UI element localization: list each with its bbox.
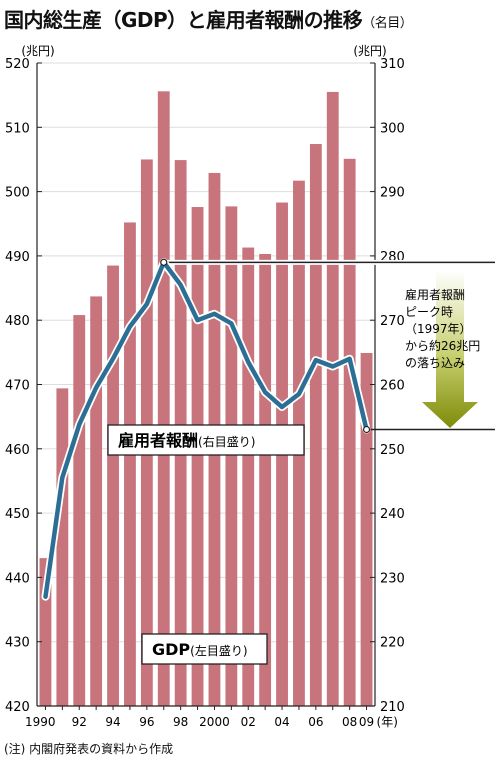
- left-tick-label: 470: [5, 379, 30, 394]
- right-axis-unit: (兆円): [353, 44, 386, 58]
- x-tick-label: 96: [139, 715, 154, 729]
- x-tick-label: 06: [308, 715, 323, 729]
- gdp-bar: [343, 158, 356, 706]
- left-tick-label: 460: [5, 443, 30, 458]
- gdp-series-label: GDP(左目盛り): [152, 640, 248, 659]
- left-tick-label: 510: [5, 121, 30, 136]
- left-tick-label: 500: [5, 186, 30, 201]
- source-note: (注) 内閣府発表の資料から作成: [4, 742, 174, 756]
- left-tick-label: 520: [5, 57, 30, 72]
- peak-marker: [160, 258, 168, 266]
- annotation-line: （1997年）: [405, 322, 472, 336]
- gdp-bar: [191, 207, 204, 707]
- left-tick-label: 440: [5, 571, 30, 586]
- gdp-bar: [259, 253, 272, 706]
- compensation-series-label: 雇用者報酬(右目盛り): [118, 431, 255, 450]
- latest-marker: [362, 425, 371, 434]
- right-tick-label: 230: [380, 571, 405, 586]
- chart-title: 国内総生産（GDP）と雇用者報酬の推移（名目）: [4, 4, 413, 33]
- x-tick-label: 09: [359, 715, 374, 729]
- compensation-line: [43, 260, 369, 599]
- x-tick-label: 1990: [25, 715, 56, 729]
- annotation-line: から約26兆円: [405, 338, 480, 353]
- annotation-line: 雇用者報酬: [405, 287, 465, 302]
- gdp-bar: [225, 206, 238, 706]
- right-tick-label: 240: [380, 507, 405, 522]
- right-tick-label: 220: [380, 636, 405, 651]
- left-tick-label: 430: [5, 636, 30, 651]
- x-tick-label: 98: [173, 715, 188, 729]
- gdp-bar: [242, 247, 255, 706]
- compensation-series-label-box: [107, 424, 305, 456]
- right-tick-label: 290: [380, 186, 405, 201]
- left-tick-label: 480: [5, 314, 30, 329]
- gdp-bar: [56, 388, 69, 706]
- right-tick-label: 210: [380, 700, 405, 715]
- x-tick-label: 92: [72, 715, 87, 729]
- gdp-bar: [360, 352, 373, 706]
- chart-title-unit: （名目）: [362, 16, 413, 31]
- left-tick-label: 420: [5, 700, 30, 715]
- right-tick-label: 300: [380, 121, 405, 136]
- right-tick-label: 310: [380, 57, 405, 72]
- x-tick-label: 04: [274, 715, 289, 729]
- x-tick-label: 02: [241, 715, 256, 729]
- decline-arrow: [422, 270, 478, 428]
- gdp-bar: [326, 91, 339, 706]
- right-tick-label: 270: [380, 314, 405, 329]
- left-tick-label: 450: [5, 507, 30, 522]
- left-axis-unit: (兆円): [21, 44, 54, 58]
- x-tick-label: 2000: [199, 715, 230, 729]
- gdp-bar: [39, 558, 52, 706]
- right-tick-label: 250: [380, 443, 405, 458]
- gdp-bar: [90, 296, 103, 706]
- x-axis-unit: (年): [377, 715, 398, 729]
- chart-title-main: 国内総生産（GDP）と雇用者報酬の推移: [4, 8, 363, 32]
- x-tick-label: 08: [342, 715, 357, 729]
- gdp-bar: [309, 144, 322, 706]
- gdp-bar: [124, 222, 136, 707]
- gdp-bar: [73, 315, 86, 706]
- gdp-bar: [157, 91, 170, 707]
- gdp-bar: [107, 265, 119, 706]
- left-tick-label: 490: [5, 250, 30, 265]
- gdp-series-label-box: [141, 633, 268, 665]
- annotation-line: の落ち込み: [405, 356, 465, 370]
- right-tick-label: 260: [380, 379, 405, 394]
- annotation-line: ピーク時: [405, 305, 453, 319]
- x-tick-label: 94: [105, 715, 120, 729]
